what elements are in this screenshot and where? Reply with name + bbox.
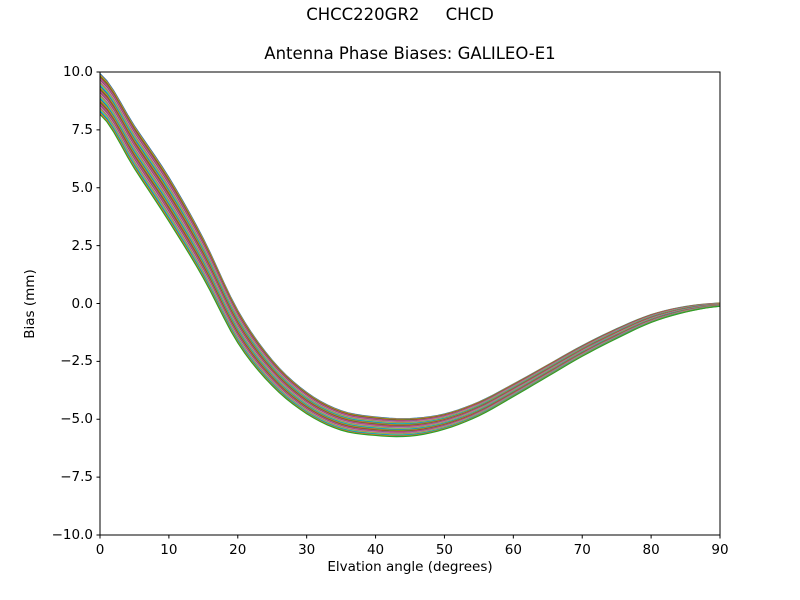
bias-curve bbox=[100, 98, 720, 431]
bias-curve bbox=[100, 106, 720, 434]
figure-suptitle: CHCC220GR2 CHCD bbox=[306, 5, 494, 24]
x-axis-label: Elvation angle (degrees) bbox=[327, 559, 493, 575]
x-tick-label: 0 bbox=[95, 542, 105, 558]
axis-ticks bbox=[96, 71, 721, 539]
bias-curve bbox=[100, 113, 720, 438]
x-tick-label: 30 bbox=[298, 542, 316, 558]
bias-curve bbox=[100, 103, 720, 433]
axes-spines bbox=[99, 71, 721, 536]
bias-curve bbox=[100, 111, 720, 437]
x-tick-label: 70 bbox=[573, 542, 591, 558]
y-tick-label: 5.0 bbox=[71, 179, 93, 196]
bias-curve bbox=[100, 108, 720, 435]
x-tick-label: 90 bbox=[711, 542, 729, 558]
bias-curve bbox=[100, 107, 720, 435]
x-tick-label: 20 bbox=[229, 542, 247, 558]
y-tick-label: 7.5 bbox=[71, 121, 93, 138]
x-tick-label: 80 bbox=[642, 542, 660, 558]
x-tick-label: 60 bbox=[504, 542, 522, 558]
y-tick-label: 10.0 bbox=[62, 64, 93, 80]
bias-curve bbox=[100, 99, 720, 432]
bias-curve bbox=[100, 94, 720, 429]
bias-curve bbox=[100, 97, 720, 430]
y-tick-label: −2.5 bbox=[60, 353, 93, 370]
bias-curve bbox=[100, 112, 720, 437]
y-tick-label: −7.5 bbox=[60, 469, 93, 486]
axes-title: Antenna Phase Biases: GALILEO-E1 bbox=[264, 44, 556, 63]
bias-curve bbox=[100, 102, 720, 433]
y-tick-label: 2.5 bbox=[71, 237, 93, 254]
phase-bias-curves bbox=[100, 73, 720, 438]
x-tick-label: 50 bbox=[435, 542, 454, 558]
x-tick-label: 40 bbox=[366, 542, 385, 558]
y-tick-label: −5.0 bbox=[60, 411, 93, 428]
y-tick-label: 0.0 bbox=[71, 295, 93, 312]
bias-curve bbox=[100, 101, 720, 432]
x-tick-label: 10 bbox=[160, 542, 178, 558]
bias-curve bbox=[100, 105, 720, 434]
y-tick-label: −10.0 bbox=[51, 527, 93, 543]
bias-curve bbox=[100, 110, 720, 436]
bias-curve bbox=[100, 96, 720, 430]
